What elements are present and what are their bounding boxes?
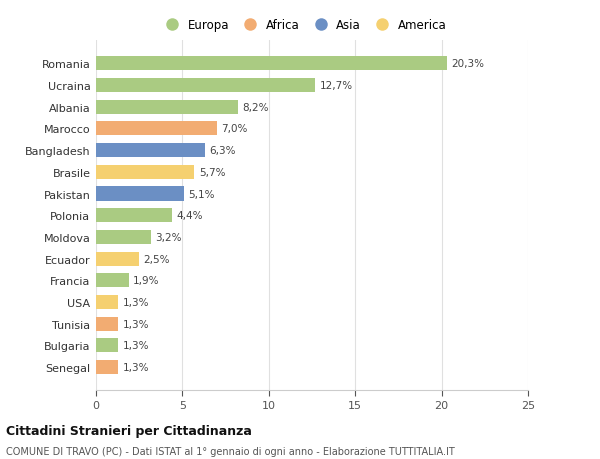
Text: COMUNE DI TRAVO (PC) - Dati ISTAT al 1° gennaio di ogni anno - Elaborazione TUTT: COMUNE DI TRAVO (PC) - Dati ISTAT al 1° … <box>6 447 455 456</box>
Text: 1,3%: 1,3% <box>123 341 149 351</box>
Text: Cittadini Stranieri per Cittadinanza: Cittadini Stranieri per Cittadinanza <box>6 424 252 437</box>
Text: 8,2%: 8,2% <box>242 102 269 112</box>
Legend: Europa, Africa, Asia, America: Europa, Africa, Asia, America <box>161 19 446 32</box>
Text: 1,3%: 1,3% <box>123 297 149 308</box>
Text: 20,3%: 20,3% <box>451 59 484 69</box>
Bar <box>96 187 184 201</box>
Text: 1,9%: 1,9% <box>133 276 160 285</box>
Bar <box>96 57 447 71</box>
Text: 7,0%: 7,0% <box>221 124 248 134</box>
Bar <box>96 230 151 244</box>
Text: 6,3%: 6,3% <box>209 146 236 156</box>
Text: 1,3%: 1,3% <box>123 319 149 329</box>
Text: 1,3%: 1,3% <box>123 362 149 372</box>
Text: 5,7%: 5,7% <box>199 168 226 178</box>
Bar <box>96 360 118 374</box>
Bar <box>96 122 217 136</box>
Text: 12,7%: 12,7% <box>320 81 353 91</box>
Bar <box>96 274 129 288</box>
Bar <box>96 252 139 266</box>
Bar <box>96 79 316 93</box>
Bar <box>96 144 205 158</box>
Text: 5,1%: 5,1% <box>188 189 215 199</box>
Bar <box>96 209 172 223</box>
Bar <box>96 295 118 309</box>
Text: 3,2%: 3,2% <box>155 232 182 242</box>
Bar <box>96 165 194 179</box>
Bar <box>96 101 238 115</box>
Text: 2,5%: 2,5% <box>143 254 170 264</box>
Bar <box>96 317 118 331</box>
Text: 4,4%: 4,4% <box>176 211 203 221</box>
Bar <box>96 339 118 353</box>
